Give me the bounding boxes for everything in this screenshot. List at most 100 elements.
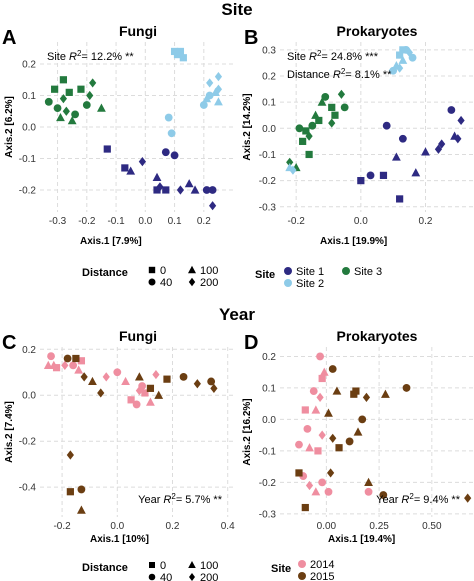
stat-annotation: Year R2= 9.4% **: [376, 492, 461, 507]
legend-label: Site 1: [296, 266, 324, 278]
data-point: [396, 63, 404, 73]
panel-title: Fungi: [119, 328, 157, 344]
legend-label: 2015: [310, 571, 334, 581]
data-point: [352, 387, 360, 395]
data-point: [317, 97, 327, 106]
data-point: [135, 386, 143, 396]
y-tick-label: 0.1: [22, 91, 36, 102]
diamond-icon: [189, 573, 195, 581]
legend-label: Site 2: [296, 278, 324, 290]
y-tick-label: -0.3: [259, 202, 277, 213]
data-point: [362, 392, 371, 402]
data-point: [77, 85, 85, 93]
data-point: [126, 166, 136, 175]
x-tick-label: 0.0: [138, 216, 152, 227]
stat-annotation-part: Site: [47, 51, 69, 63]
x-tick-label: -0.2: [53, 521, 71, 532]
data-point: [303, 424, 312, 433]
y-tick-label: 0.0: [22, 123, 36, 134]
data-point: [152, 172, 162, 181]
y-tick-label: -0.1: [19, 154, 37, 165]
data-point: [328, 365, 337, 373]
data-point: [286, 157, 294, 167]
stat-annotation-part: R: [401, 494, 409, 506]
data-point: [402, 384, 411, 392]
data-point: [315, 116, 323, 125]
data-point: [308, 121, 317, 130]
data-point: [152, 369, 160, 380]
y-tick-label: 0.1: [262, 98, 276, 109]
panel-letter: D: [244, 332, 258, 354]
panel-c-fungi-year: C Fungi -0.2 0.0 0.2 0.4 -0.4 -0.2 0.0 0.2 Axis.1 …: [2, 328, 236, 545]
data-point: [59, 94, 68, 104]
stat-annotation-part: 2: [171, 492, 176, 501]
data-point: [318, 430, 326, 440]
data-point: [295, 469, 303, 477]
panel-a-fungi-site: A Fungi -0.3 -0.2 -0.1 0.0 0.1 0.2 -0.2 -0.1 0.0 0.…: [2, 23, 236, 247]
data-point: [102, 372, 110, 382]
stat-annotation-part: 2: [77, 49, 82, 58]
panel-b-prokaryotes-site: B Prokaryotes -0.2 0.0 0.2 -0.3 -0.2 -0.1 0.0 0.1…: [242, 23, 474, 247]
data-point: [301, 503, 309, 512]
data-point: [71, 110, 80, 119]
y-axis-label: Axis.2 [7.4%]: [4, 401, 15, 463]
legend-swatch: [284, 267, 292, 275]
legend-label: 200: [200, 277, 218, 289]
legend-label: 100: [200, 560, 218, 572]
data-point: [305, 131, 313, 141]
legend-label: 40: [160, 277, 172, 289]
panel-title: Fungi: [119, 23, 157, 39]
data-point: [53, 104, 62, 113]
stat-annotation-part: R: [163, 494, 171, 506]
data-point: [289, 165, 297, 175]
stat-annotation-part: R: [309, 51, 317, 63]
data-point: [163, 375, 171, 383]
data-point: [86, 90, 94, 101]
data-point: [327, 468, 335, 478]
x-tick-label: 0.2: [166, 521, 180, 532]
data-point: [134, 372, 144, 381]
y-axis-label: Axis.2 [16.2%]: [242, 398, 253, 465]
data-point: [316, 392, 324, 402]
x-axis-label: Axis.1 [19.4%]: [328, 534, 395, 545]
data-point: [63, 354, 72, 363]
data-point: [184, 179, 194, 188]
data-point: [82, 101, 91, 109]
legend-swatch: [298, 560, 306, 568]
diamond-icon: [188, 277, 196, 287]
triangle-icon: [188, 265, 196, 274]
data-point: [56, 112, 65, 122]
data-point: [324, 408, 333, 417]
data-point: [154, 390, 164, 399]
data-point: [52, 364, 61, 372]
data-point: [314, 447, 322, 455]
data-point: [447, 106, 456, 114]
data-point: [328, 103, 336, 111]
data-point: [364, 487, 373, 496]
data-point: [69, 361, 78, 370]
data-point: [179, 54, 187, 62]
stat-annotation-part: Year: [376, 494, 401, 506]
data-point: [392, 152, 401, 161]
circle-icon: [148, 573, 156, 581]
data-point: [121, 376, 130, 386]
data-point: [170, 151, 179, 160]
data-point: [214, 72, 223, 82]
x-tick-label: 0.0: [110, 521, 124, 532]
data-point: [51, 85, 59, 93]
y-tick-label: -0.1: [259, 446, 277, 457]
data-point: [138, 382, 147, 390]
x-tick-label: -0.2: [288, 216, 306, 227]
data-point: [59, 76, 68, 84]
panel-d-prokaryotes-year: D Prokaryotes 0.00 0.25 0.50 -0.3 -0.2 -0.1 0.0 0…: [242, 328, 474, 545]
square-icon: [149, 562, 155, 568]
data-point: [47, 352, 55, 361]
data-point: [214, 97, 223, 106]
data-point: [176, 185, 185, 195]
y-tick-label: 0.2: [22, 60, 36, 71]
x-tick-label: 0.25: [369, 521, 389, 532]
